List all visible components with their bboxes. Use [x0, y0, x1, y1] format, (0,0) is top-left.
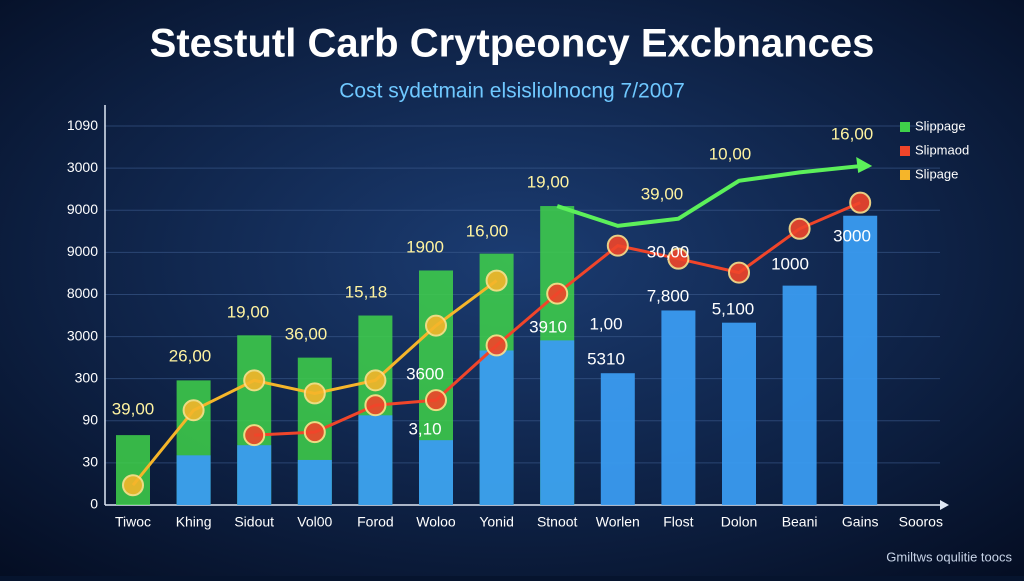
data-label: 3000 [833, 226, 871, 245]
bar [358, 415, 393, 505]
x-tick-label: Woloo [416, 514, 456, 530]
y-tick-label: 30 [82, 454, 98, 470]
data-label: 30,00 [647, 242, 690, 261]
x-tick-label: Beani [782, 514, 818, 530]
point [425, 389, 447, 412]
legend-label: Slipage [915, 166, 958, 181]
bar [782, 285, 817, 505]
data-label: 5,100 [712, 299, 755, 318]
data-label: 16,00 [466, 221, 509, 240]
legend-swatch [900, 146, 910, 156]
y-tick-label: 3000 [67, 159, 98, 175]
x-axis-arrow [940, 500, 949, 510]
bar [176, 455, 211, 505]
data-label: 26,00 [169, 346, 212, 365]
point [485, 334, 508, 357]
data-label: 39,00 [641, 184, 684, 203]
point [546, 282, 569, 305]
point [788, 217, 811, 240]
x-tick-label: Sidout [234, 514, 274, 530]
data-label: 16,00 [831, 124, 874, 143]
y-tick-label: 90 [82, 411, 98, 427]
bar [237, 445, 272, 505]
legend-swatch [900, 170, 910, 180]
bar [540, 340, 575, 505]
data-label: 1000 [771, 254, 809, 273]
legend-swatch [900, 122, 910, 132]
y-tick-label: 9000 [67, 243, 98, 259]
point [849, 191, 872, 214]
point [485, 269, 508, 292]
bar [297, 459, 332, 505]
bar [722, 322, 756, 505]
point [182, 399, 205, 422]
point [303, 421, 326, 444]
x-tick-label: Worlen [596, 514, 640, 530]
y-tick-label: 8000 [67, 285, 98, 301]
data-label: 19,00 [227, 302, 270, 321]
chart-title: Stestutl Carb Crytpeoncy Excbnances [150, 22, 875, 66]
point [303, 382, 326, 405]
trend-arrow [856, 157, 873, 174]
x-tick-label: Khing [176, 514, 212, 530]
data-label: 7,800 [647, 286, 690, 305]
point [122, 474, 144, 497]
data-label: 39,00 [112, 399, 155, 418]
x-tick-label: Forod [357, 514, 394, 530]
x-tick-label: Sooros [899, 514, 943, 530]
data-label: 36,00 [285, 324, 328, 343]
point [667, 247, 690, 270]
chart-subtitle: Cost sydetmain elsisliolnocng 7/2007 [339, 80, 685, 103]
point [364, 369, 387, 392]
source: Gmiltws oqulitie toocs [886, 549, 1012, 564]
x-tick-label: Vol00 [297, 514, 332, 530]
data-label: 3910 [529, 317, 567, 336]
bar [661, 310, 696, 505]
x-tick-label: Yonid [479, 514, 514, 530]
point [243, 369, 266, 392]
y-tick-label: 300 [75, 369, 99, 385]
legend-label: Slipmaod [915, 142, 969, 157]
data-label: 5310 [587, 349, 625, 368]
y-tick-label: 3000 [67, 327, 98, 343]
y-tick-label: 1090 [67, 117, 98, 133]
data-label: 3600 [406, 364, 444, 383]
point [364, 394, 387, 417]
x-tick-label: Stnoot [537, 514, 578, 530]
data-label: 19,00 [527, 172, 570, 191]
x-tick-label: Dolon [721, 514, 758, 530]
bar [419, 440, 453, 505]
point [606, 234, 629, 257]
point [425, 314, 447, 337]
point [243, 424, 266, 447]
data-label: 15,18 [345, 282, 388, 301]
bar [479, 350, 514, 505]
data-label: 3,10 [408, 419, 441, 438]
legend-label: Slippage [915, 118, 966, 133]
x-tick-label: Flost [663, 514, 693, 530]
data-label: 10,00 [709, 144, 752, 163]
x-tick-label: Tiwoc [115, 514, 151, 530]
trend-line [556, 164, 861, 228]
bar [600, 373, 635, 505]
y-tick-label: 0 [90, 496, 98, 512]
data-label: 1,00 [589, 314, 622, 333]
data-label: 1900 [406, 237, 444, 256]
x-tick-label: Gains [842, 514, 879, 530]
point [728, 261, 750, 284]
bar [843, 215, 878, 505]
y-tick-label: 9000 [67, 201, 98, 217]
